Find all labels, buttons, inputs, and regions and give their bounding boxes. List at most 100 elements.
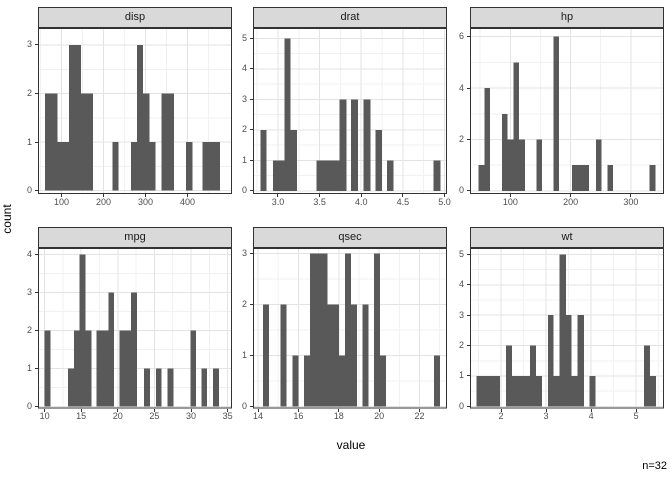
x-tick-mark [186, 194, 188, 197]
histogram-bar [272, 160, 285, 191]
x-tick-label: 20 [112, 411, 123, 421]
y-tick-label: 2 [241, 299, 247, 310]
histogram-bar [130, 142, 138, 191]
histogram-bar [201, 368, 208, 407]
histogram-bar [263, 304, 270, 407]
x-tick-label: 10 [39, 411, 50, 421]
histogram-bar [529, 345, 537, 407]
histogram-bar [284, 38, 291, 191]
y-tick-mark [249, 190, 253, 192]
y-tick-label: 3 [241, 93, 247, 104]
x-tick-mark [500, 408, 502, 412]
x-tick-label: 3 [543, 411, 549, 421]
y-tick-label: 4 [458, 82, 464, 93]
y-tick-label: 5 [241, 32, 247, 43]
y-tick-mark [249, 129, 253, 131]
x-tick-label: 35 [222, 411, 233, 421]
histogram-bar [571, 165, 589, 191]
x-tick-mark [297, 408, 299, 412]
y-tick-label: 0 [241, 400, 247, 411]
y-tick-mark [249, 159, 253, 161]
y-tick-mark [34, 330, 38, 332]
histogram-bar [280, 304, 287, 407]
histogram-bar [260, 129, 267, 191]
histogram-bar [507, 139, 514, 191]
x-tick-label: 300 [623, 197, 639, 207]
facet-plot-qsec [253, 248, 447, 409]
facet-strip-wt: wt [470, 227, 664, 248]
x-tick-mark [117, 408, 119, 412]
histogram-bar [536, 139, 542, 191]
facet-panel-mpg [38, 248, 232, 409]
histogram-bar [536, 375, 543, 407]
x-tick-mark [319, 194, 321, 197]
y-tick-label: 0 [26, 185, 32, 196]
x-tick-mark [635, 408, 637, 412]
x-tick-mark [378, 408, 380, 412]
histogram-bar [309, 253, 316, 407]
histogram-bar [547, 315, 554, 407]
histogram-bar [167, 368, 174, 407]
y-tick-mark [466, 314, 470, 316]
histogram-bar [333, 304, 340, 407]
histogram-bar [345, 253, 351, 407]
histogram-bar [553, 36, 560, 191]
facet-plot-hp [470, 28, 664, 194]
x-tick-label: 200 [563, 197, 579, 207]
x-tick-label: 30 [185, 411, 196, 421]
y-tick-label: 0 [458, 185, 464, 196]
y-tick-mark [34, 406, 38, 408]
histogram-bar [478, 165, 485, 191]
x-tick-mark [277, 194, 279, 197]
y-tick-label: 3 [241, 248, 247, 259]
y-tick-mark [34, 141, 38, 143]
histogram-bar [125, 330, 131, 407]
facet-strip-hp: hp [470, 7, 664, 28]
y-tick-label: 1 [241, 350, 247, 360]
x-tick-mark [509, 194, 511, 197]
x-tick-mark [338, 408, 340, 412]
histogram-bar [434, 355, 440, 407]
y-tick-mark [466, 36, 470, 38]
histogram-bar [292, 355, 299, 407]
facet-strip-mpg: mpg [38, 227, 232, 248]
x-tick-mark [419, 408, 421, 412]
histogram-bar [351, 99, 358, 191]
facet-plot-wt [470, 248, 664, 409]
histogram-bar [161, 93, 175, 191]
y-tick-mark [466, 345, 470, 347]
histogram-bar [363, 99, 371, 191]
histogram-bar [375, 129, 383, 191]
histogram-bar [149, 142, 156, 191]
x-tick-mark [153, 408, 155, 412]
histogram-bar [73, 330, 80, 407]
x-tick-mark [402, 194, 404, 197]
histogram-bar [130, 292, 137, 407]
y-tick-label: 2 [458, 134, 464, 145]
x-tick-mark [545, 408, 547, 412]
sample-size-annotation: n=32 [642, 460, 667, 472]
y-axis-title: count [0, 204, 14, 234]
histogram-bar [339, 355, 346, 407]
x-tick-mark [190, 408, 192, 412]
x-tick-mark [44, 408, 46, 412]
y-tick-label: 3 [26, 39, 32, 50]
histogram-bar [96, 330, 103, 407]
facet-plot-drat [253, 28, 447, 194]
x-tick-mark [61, 194, 62, 197]
y-tick-mark [466, 253, 470, 255]
histogram-bar [112, 142, 119, 191]
y-tick-mark [466, 87, 470, 89]
x-tick-label: 18 [333, 411, 344, 421]
x-tick-mark [144, 194, 146, 197]
x-tick-mark [80, 408, 82, 412]
histogram-bar [595, 139, 602, 191]
histogram-bar [501, 113, 508, 191]
x-tick-label: 3.5 [313, 197, 326, 207]
y-tick-mark [466, 190, 470, 192]
x-axis-title: value [336, 438, 366, 452]
histogram-bar [79, 254, 86, 407]
histogram-bar [155, 368, 162, 407]
histogram-bar [80, 93, 94, 191]
x-tick-label: 5.0 [438, 197, 451, 207]
